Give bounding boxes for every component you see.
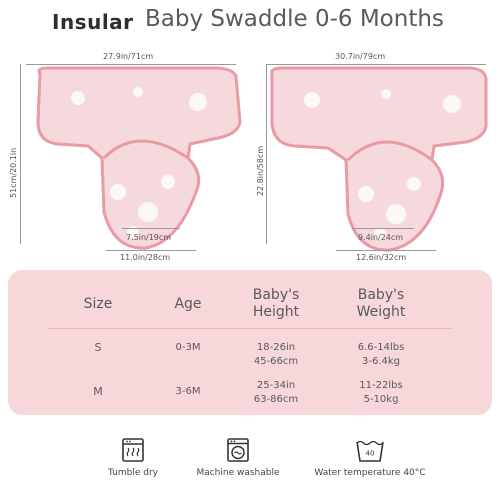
header-size: Size: [83, 296, 113, 312]
header-age: Age: [174, 296, 202, 312]
large-height-line: [266, 64, 267, 244]
wash-basin-icon: 40: [356, 440, 384, 462]
water-temperature-label: Water temperature 40°C: [314, 468, 426, 478]
washing-machine-icon: [227, 438, 249, 462]
tumble-dry-icon: [122, 438, 144, 462]
large-inner-width-line: [352, 228, 414, 229]
row-m-weight-kg: 5-10kg: [363, 394, 399, 405]
row-m-height-cm: 63-86cm: [253, 394, 299, 405]
large-inner-width-label: 9.4in/24cm: [358, 233, 404, 242]
small-height-label: 51cm/20.1in: [9, 147, 18, 198]
row-m-weight: 11-22lbs 5-10kg: [336, 379, 426, 407]
row-s-weight: 6.6-14lbs 3-6.4kg: [336, 341, 426, 369]
row-m-height-in: 25-34in: [256, 380, 296, 391]
row-m-size: M: [93, 385, 103, 398]
table-divider: [48, 328, 452, 329]
header-weight-line2: Weight: [356, 304, 406, 320]
page-title: Baby Swaddle 0-6 Months: [145, 6, 444, 32]
small-bottom-width-line: [106, 250, 196, 251]
row-m-weight-lbs: 11-22lbs: [359, 380, 403, 391]
care-tumble-dry: Tumble dry: [98, 438, 168, 478]
small-inner-width-line: [122, 228, 180, 229]
wash-temp-value: 40: [366, 450, 375, 458]
row-m-age: 3-6M: [175, 386, 201, 397]
care-water-temperature: 40 Water temperature 40°C: [310, 438, 430, 478]
large-top-width-line: [266, 64, 486, 65]
row-s-height-in: 18-26in: [256, 342, 296, 353]
row-s-size: S: [94, 341, 102, 354]
header-weight-line1: Baby's: [357, 287, 405, 303]
header-height: Baby's Height: [236, 287, 316, 321]
care-machine-washable: Machine washable: [193, 438, 283, 478]
machine-washable-label: Machine washable: [196, 468, 280, 478]
large-bottom-width-line: [336, 250, 436, 251]
row-s-weight-lbs: 6.6-14lbs: [357, 342, 405, 353]
header-height-line2: Height: [252, 304, 300, 320]
large-bottom-width-label: 12.6in/32cm: [356, 253, 407, 262]
row-s-height: 18-26in 45-66cm: [236, 341, 316, 369]
small-top-width-label: 27.9in/71cm: [103, 52, 154, 61]
small-bottom-width-label: 11.0in/28cm: [120, 253, 171, 262]
row-s-weight-kg: 3-6.4kg: [361, 356, 400, 367]
small-inner-width-label: 7.5in/19cm: [126, 233, 172, 242]
header-weight: Baby's Weight: [336, 287, 426, 321]
row-s-height-cm: 45-66cm: [253, 356, 299, 367]
row-m-height: 25-34in 63-86cm: [236, 379, 316, 407]
large-swaddle-image: [270, 66, 488, 252]
size-table: Size Age Baby's Height Baby's Weight S 0…: [8, 270, 492, 415]
small-top-width-line: [26, 64, 236, 65]
row-s-age: 0-3M: [175, 342, 201, 353]
header-height-line1: Baby's: [252, 287, 300, 303]
small-swaddle-image: [36, 66, 242, 250]
small-height-line: [20, 64, 21, 244]
brand-logo: Insular: [52, 10, 134, 34]
large-height-label: 22.8in/58cm: [256, 145, 265, 196]
tumble-dry-label: Tumble dry: [108, 468, 158, 478]
large-top-width-label: 30.7in/79cm: [335, 52, 386, 61]
